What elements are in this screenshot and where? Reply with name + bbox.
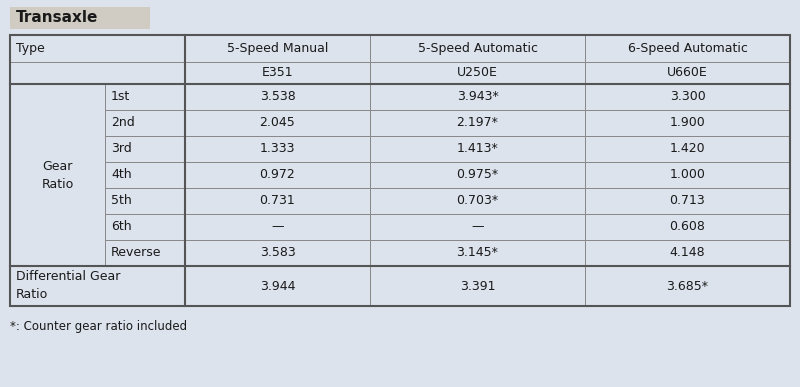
Text: —: —	[271, 221, 284, 233]
Bar	[585, 110, 790, 136]
Text: 3.685*: 3.685*	[666, 279, 709, 293]
Text: 0.731: 0.731	[260, 195, 295, 207]
Bar	[105, 84, 185, 110]
Bar	[370, 162, 585, 188]
Text: 1.900: 1.900	[670, 116, 706, 130]
Bar	[585, 214, 790, 240]
Bar	[370, 266, 585, 306]
Bar	[370, 84, 585, 110]
Text: —: —	[471, 221, 484, 233]
Text: 3.145*: 3.145*	[457, 247, 498, 260]
Bar	[185, 136, 370, 162]
Bar	[585, 84, 790, 110]
Bar	[105, 214, 185, 240]
Text: 2.197*: 2.197*	[457, 116, 498, 130]
Bar	[10, 266, 185, 306]
Bar	[585, 162, 790, 188]
Text: Differential Gear
Ratio: Differential Gear Ratio	[16, 271, 120, 301]
Bar	[585, 240, 790, 266]
Text: 0.608: 0.608	[670, 221, 706, 233]
Bar	[370, 110, 585, 136]
Text: 0.975*: 0.975*	[457, 168, 498, 182]
Bar	[585, 266, 790, 306]
Text: 4th: 4th	[111, 168, 132, 182]
Bar	[10, 62, 185, 84]
Text: 4.148: 4.148	[670, 247, 706, 260]
Text: U250E: U250E	[457, 67, 498, 79]
Bar	[105, 240, 185, 266]
Text: Reverse: Reverse	[111, 247, 162, 260]
Text: U660E: U660E	[667, 67, 708, 79]
Bar	[370, 35, 585, 62]
Text: E351: E351	[262, 67, 294, 79]
Text: 3.391: 3.391	[460, 279, 495, 293]
Bar	[105, 188, 185, 214]
Bar	[185, 214, 370, 240]
Text: 2nd: 2nd	[111, 116, 134, 130]
Bar	[10, 35, 790, 306]
Bar	[105, 110, 185, 136]
Text: 3.538: 3.538	[260, 91, 295, 103]
Bar	[370, 214, 585, 240]
Bar	[185, 240, 370, 266]
Bar	[105, 162, 185, 188]
Bar	[185, 162, 370, 188]
Text: 3.583: 3.583	[260, 247, 295, 260]
Text: Transaxle: Transaxle	[16, 10, 98, 26]
Bar	[185, 188, 370, 214]
Bar	[370, 188, 585, 214]
Text: 6th: 6th	[111, 221, 132, 233]
Text: 0.972: 0.972	[260, 168, 295, 182]
Text: 1st: 1st	[111, 91, 130, 103]
Text: 1.333: 1.333	[260, 142, 295, 156]
Bar	[10, 35, 185, 62]
Text: 2.045: 2.045	[260, 116, 295, 130]
Bar	[10, 7, 150, 29]
Bar	[185, 62, 370, 84]
Text: Type: Type	[16, 42, 45, 55]
Bar	[10, 84, 105, 266]
Text: 3.300: 3.300	[670, 91, 706, 103]
Bar	[185, 84, 370, 110]
Bar	[370, 62, 585, 84]
Text: 0.713: 0.713	[670, 195, 706, 207]
Bar	[105, 136, 185, 162]
Text: 3.944: 3.944	[260, 279, 295, 293]
Text: *: Counter gear ratio included: *: Counter gear ratio included	[10, 320, 187, 333]
Bar	[370, 136, 585, 162]
Bar	[185, 110, 370, 136]
Text: 1.000: 1.000	[670, 168, 706, 182]
Bar	[370, 240, 585, 266]
Text: 5th: 5th	[111, 195, 132, 207]
Bar	[185, 266, 370, 306]
Text: Gear
Ratio: Gear Ratio	[42, 159, 74, 190]
Bar	[185, 35, 370, 62]
Text: 5-Speed Manual: 5-Speed Manual	[227, 42, 328, 55]
Text: 1.420: 1.420	[670, 142, 706, 156]
Bar	[585, 35, 790, 62]
Text: 1.413*: 1.413*	[457, 142, 498, 156]
Bar	[585, 136, 790, 162]
Text: 0.703*: 0.703*	[457, 195, 498, 207]
Bar	[585, 62, 790, 84]
Text: 3rd: 3rd	[111, 142, 132, 156]
Text: 5-Speed Automatic: 5-Speed Automatic	[418, 42, 538, 55]
Bar	[585, 188, 790, 214]
Text: 3.943*: 3.943*	[457, 91, 498, 103]
Text: 6-Speed Automatic: 6-Speed Automatic	[627, 42, 747, 55]
